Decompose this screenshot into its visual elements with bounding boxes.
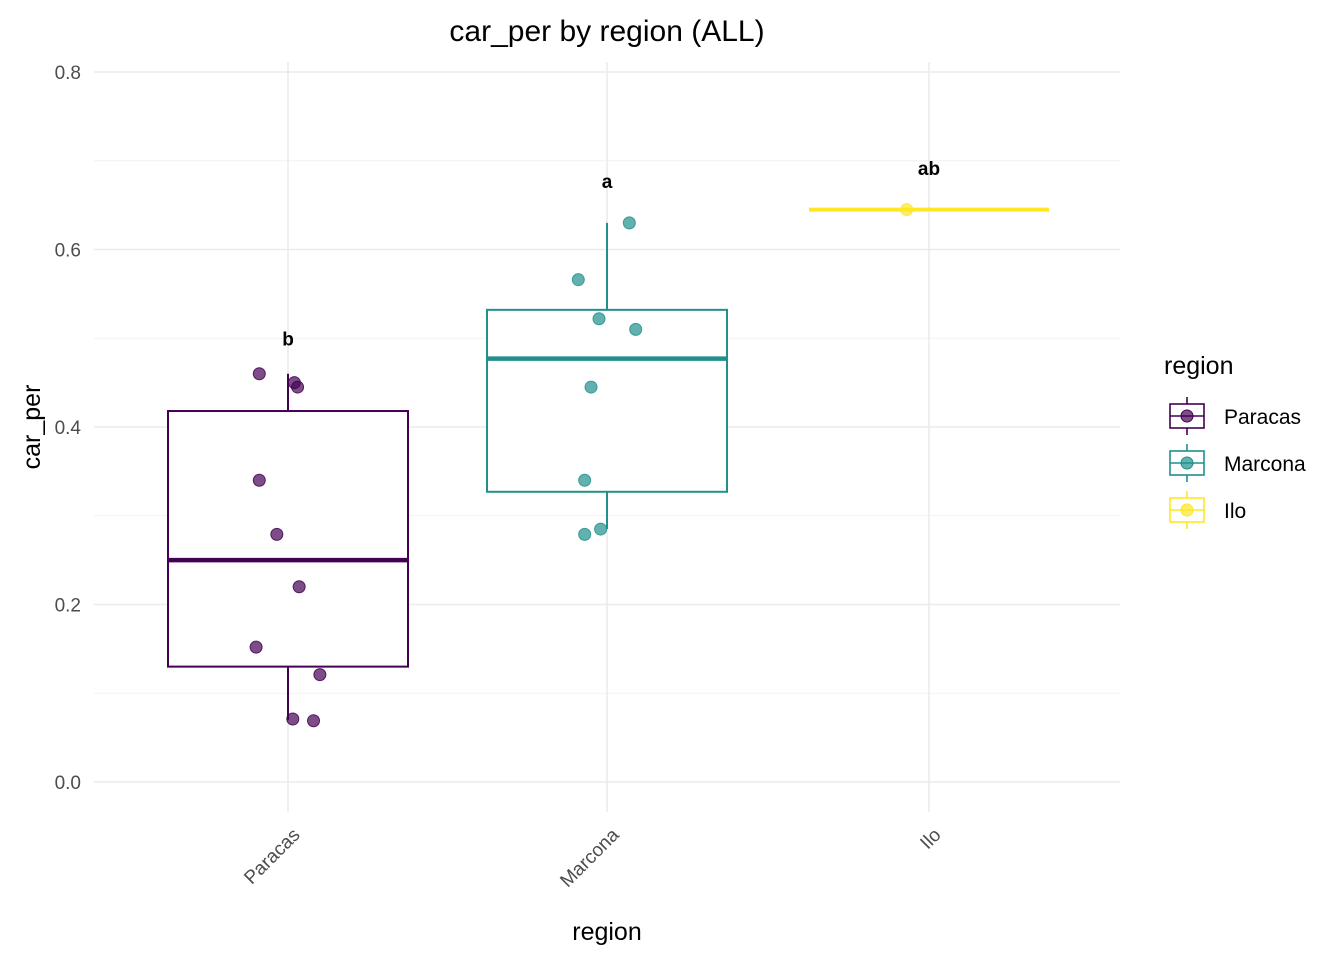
data-point: [629, 322, 643, 336]
data-point: [252, 473, 266, 487]
chart-title: car_per by region (ALL): [449, 15, 764, 48]
data-point: [571, 273, 585, 287]
group-letter-label: b: [282, 329, 294, 350]
data-point: [622, 216, 636, 230]
data-point: [592, 312, 606, 326]
x-tick-labels: Paracas Marcona Ilo: [240, 824, 945, 891]
legend: region Paracas Marcona Ilo: [1164, 352, 1306, 529]
box-iqr: [167, 410, 409, 668]
y-tick-label: 0.8: [55, 63, 81, 84]
box-paracas: [167, 373, 409, 720]
legend-label: Ilo: [1224, 500, 1246, 523]
data-point: [252, 367, 266, 381]
data-point: [578, 527, 592, 541]
data-point: [594, 522, 608, 536]
legend-label: Paracas: [1224, 406, 1301, 429]
data-point: [578, 473, 592, 487]
data-point: [291, 380, 305, 394]
y-tick-label: 0.4: [55, 418, 82, 439]
box-iqr: [486, 308, 728, 493]
y-tick-label: 0.0: [55, 773, 81, 794]
legend-item-marcona: Marcona: [1169, 444, 1306, 482]
data-point: [584, 380, 598, 394]
legend-keys: Paracas Marcona Ilo: [1169, 397, 1306, 529]
data-point: [900, 203, 914, 217]
data-point: [249, 640, 263, 654]
y-tick-labels: 0.0 0.2 0.4 0.6 0.8: [55, 63, 82, 794]
legend-key-point: [1180, 409, 1194, 423]
x-axis-title: region: [572, 918, 642, 946]
group-letter-label: a: [602, 172, 613, 193]
x-tick-label: Marcona: [556, 824, 623, 891]
y-tick-label: 0.2: [55, 596, 81, 617]
y-axis-title: car_per: [18, 385, 46, 470]
legend-label: Marcona: [1224, 453, 1306, 476]
y-tick-label: 0.6: [55, 241, 81, 262]
box-marcona: [486, 222, 728, 530]
data-point: [292, 580, 306, 594]
data-point: [270, 527, 284, 541]
legend-key-point: [1180, 456, 1194, 470]
data-point: [307, 714, 321, 728]
box-layer: [167, 207, 1049, 720]
letter-layer: b a ab: [282, 159, 940, 350]
x-tick-label: Ilo: [916, 825, 945, 854]
legend-item-paracas: Paracas: [1169, 397, 1301, 435]
group-letter-label: ab: [918, 159, 940, 180]
legend-key-point: [1180, 503, 1194, 517]
legend-title: region: [1164, 352, 1234, 380]
legend-item-ilo: Ilo: [1169, 491, 1246, 529]
data-point: [286, 712, 300, 726]
point-layer: [249, 203, 914, 728]
data-point: [313, 668, 327, 682]
x-tick-label: Paracas: [240, 825, 304, 889]
